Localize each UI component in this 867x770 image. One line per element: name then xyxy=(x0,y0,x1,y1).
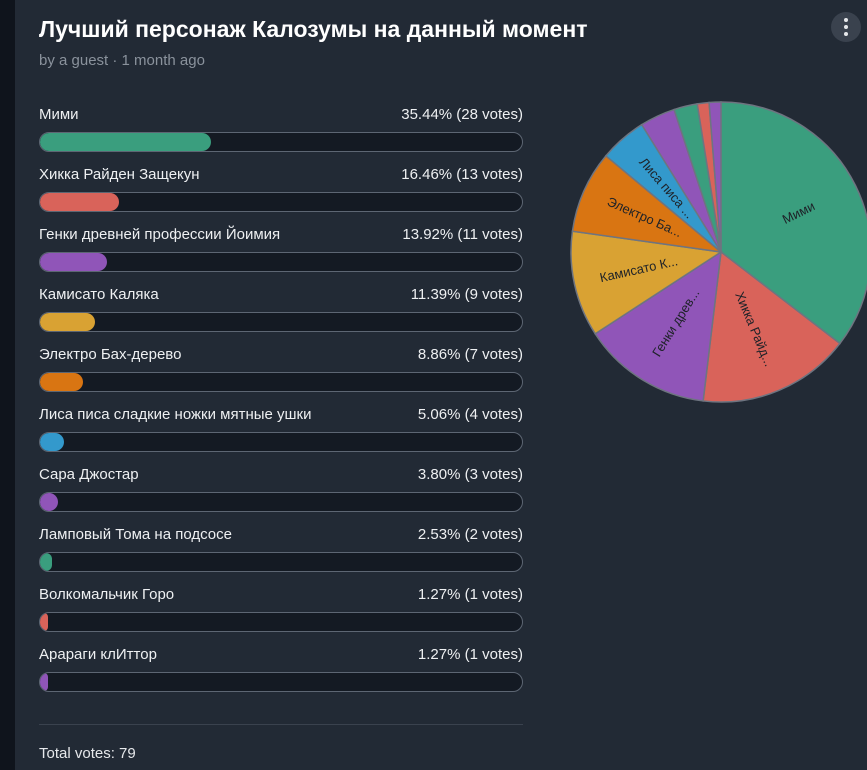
option-votes: (28 votes) xyxy=(456,106,523,123)
vertical-dots-icon xyxy=(844,18,848,22)
option-bar-fill xyxy=(40,133,211,151)
option-percent: 5.06% xyxy=(417,406,461,423)
option-votes: (7 votes) xyxy=(464,346,523,363)
option-percent: 16.46% xyxy=(401,166,453,183)
option-bar-track xyxy=(39,372,523,392)
poll-option-row: Лиса писа сладкие ножки мятные ушки 5.06%… xyxy=(39,406,523,466)
option-bar-track xyxy=(39,192,523,212)
vertical-dots-icon-dot xyxy=(844,25,848,29)
option-votes: (1 votes) xyxy=(464,646,523,663)
option-stats: 2.53% (2 votes) xyxy=(418,526,523,543)
option-bar-fill xyxy=(40,313,95,331)
option-bar-fill xyxy=(40,553,53,571)
vertical-dots-icon-dot xyxy=(844,32,848,36)
option-label: Арараги клИттор xyxy=(39,646,157,663)
option-percent: 1.27% xyxy=(417,586,461,603)
option-bar-fill xyxy=(40,193,120,211)
poll-option-row: Камисато Каляка 11.39% (9 votes) xyxy=(39,286,523,346)
option-bar-track xyxy=(39,672,523,692)
option-votes: (2 votes) xyxy=(464,526,523,543)
option-votes: (13 votes) xyxy=(456,166,523,183)
option-stats: 3.80% (3 votes) xyxy=(418,466,523,483)
option-percent: 13.92% xyxy=(402,226,454,243)
pie-slice xyxy=(720,101,867,345)
option-bar-fill xyxy=(40,433,65,451)
poll-subtitle: by a guest · 1 month ago xyxy=(39,52,205,69)
option-stats: 13.92% (11 votes) xyxy=(402,226,523,243)
option-bar-fill xyxy=(40,493,59,511)
option-bar-track xyxy=(39,552,523,572)
poll-option-row: Ламповый Тома на подсосе 2.53% (2 votes) xyxy=(39,526,523,586)
poll-option-row: Арараги клИттор 1.27% (1 votes) xyxy=(39,646,523,706)
option-stats: 16.46% (13 votes) xyxy=(401,166,523,183)
option-bar-track xyxy=(39,132,523,152)
option-label: Камисато Каляка xyxy=(39,286,159,303)
pie-slice xyxy=(571,154,724,254)
option-percent: 2.53% xyxy=(417,526,461,543)
poll-option-row: Мими 35.44% (28 votes) xyxy=(39,106,523,166)
option-votes: (11 votes) xyxy=(457,226,523,243)
poll-options: Мими 35.44% (28 votes) Хикка Райден Защеку… xyxy=(39,106,523,706)
more-options-button[interactable] xyxy=(831,12,861,42)
option-bar-track xyxy=(39,432,523,452)
pie-slice xyxy=(570,230,724,335)
option-percent: 35.44% xyxy=(401,106,453,123)
option-label: Генки древней профессии Йоимия xyxy=(39,226,281,243)
total-votes: Total votes: 79 xyxy=(39,745,136,762)
option-stats: 1.27% (1 votes) xyxy=(418,646,523,663)
option-votes: (3 votes) xyxy=(464,466,523,483)
option-bar-fill xyxy=(40,253,108,271)
option-bar-fill xyxy=(40,613,48,631)
option-percent: 1.27% xyxy=(417,646,461,663)
option-votes: (4 votes) xyxy=(464,406,523,423)
poll-option-row: Волкомальчик Горо 1.27% (1 votes) xyxy=(39,586,523,646)
option-bar-track xyxy=(39,612,523,632)
poll-option-row: Хикка Райден Защекун 16.46% (13 votes) xyxy=(39,166,523,226)
option-stats: 1.27% (1 votes) xyxy=(418,586,523,603)
poll-option-row: Электро Бах-дерево 8.86% (7 votes) xyxy=(39,346,523,406)
option-percent: 3.80% xyxy=(417,466,461,483)
pie-slice xyxy=(702,250,841,403)
option-label: Электро Бах-дерево xyxy=(39,346,182,363)
option-bar-fill xyxy=(40,373,83,391)
pie-slice xyxy=(594,250,722,402)
divider xyxy=(39,724,523,725)
option-stats: 5.06% (4 votes) xyxy=(418,406,523,423)
option-label: Хикка Райден Защекун xyxy=(39,166,200,183)
option-bar-track xyxy=(39,492,523,512)
poll-title: Лучший персонаж Калозумы на данный момен… xyxy=(39,16,588,42)
pie-slice xyxy=(708,101,722,253)
option-label: Сара Джостар xyxy=(39,466,139,483)
option-bar-track xyxy=(39,312,523,332)
option-label: Ламповый Тома на подсосе xyxy=(39,526,232,543)
option-bar-fill xyxy=(40,673,48,691)
option-percent: 8.86% xyxy=(417,346,461,363)
poll-panel: Лучший персонаж Калозумы на данный момен… xyxy=(15,0,867,770)
option-label: Мими xyxy=(39,106,79,123)
option-label: Волкомальчик Горо xyxy=(39,586,175,603)
option-bar-track xyxy=(39,252,523,272)
option-label: Лиса писа сладкие ножки мятные ушки xyxy=(39,406,312,423)
option-percent: 11.39% xyxy=(410,286,461,303)
option-stats: 8.86% (7 votes) xyxy=(418,346,523,363)
poll-option-row: Сара Джостар 3.80% (3 votes) xyxy=(39,466,523,526)
option-stats: 11.39% (9 votes) xyxy=(411,286,523,303)
option-votes: (1 votes) xyxy=(464,586,523,603)
option-votes: (9 votes) xyxy=(464,286,523,303)
poll-option-row: Генки древней профессии Йоимия 13.92% (11… xyxy=(39,226,523,286)
option-stats: 35.44% (28 votes) xyxy=(401,106,523,123)
